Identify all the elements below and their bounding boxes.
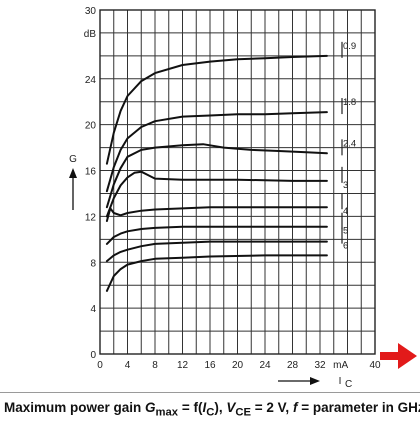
- caption-eq2: = 2 V,: [251, 400, 293, 415]
- y-tick-label: 0: [90, 350, 96, 361]
- x-tick-label: 24: [259, 360, 271, 371]
- series-line-1.8: [105, 111, 328, 193]
- y-tick-label: 20: [85, 121, 97, 132]
- y-tick-label: 24: [85, 75, 97, 86]
- caption-mid: ),: [214, 400, 227, 415]
- x-tick-label: 8: [152, 360, 158, 371]
- series-label: 1.8: [343, 97, 356, 108]
- y-unit-label: dB: [84, 29, 97, 40]
- series-lines: 0.9 1.8 2.4 3 4 5 6: [105, 41, 356, 292]
- caption-g-sub: max: [155, 406, 179, 419]
- caption-eq1: = f(: [178, 400, 203, 415]
- grid: [99, 9, 376, 355]
- x-unit-label: mA: [333, 360, 348, 371]
- y-axis-label: G: [69, 154, 77, 165]
- series-line-6: [105, 240, 328, 263]
- x-tick-label: 12: [177, 360, 189, 371]
- red-arrow-icon: [380, 343, 417, 369]
- series-label: 0.9: [343, 41, 356, 52]
- y-axis-arrowhead: [69, 168, 77, 178]
- series-line-0.9: [105, 54, 328, 165]
- x-axis-label-sub: C: [345, 379, 352, 390]
- series-label: 6: [343, 241, 348, 252]
- caption-suffix: = parameter in GHz: [297, 400, 420, 415]
- x-tick-label: 4: [125, 360, 131, 371]
- caption-prefix: Maximum power gain: [4, 400, 146, 415]
- series-label: 3: [343, 180, 348, 191]
- y-tick-label: 30: [85, 6, 97, 17]
- series-line-3: [105, 170, 328, 218]
- x-axis-label: I: [339, 376, 342, 387]
- caption-divider: [0, 392, 420, 393]
- series-label: 5: [343, 226, 348, 237]
- plot-frame: [99, 9, 376, 355]
- x-tick-label: 16: [204, 360, 216, 371]
- caption-f: f: [292, 400, 298, 415]
- series-label: 2.4: [343, 138, 356, 149]
- caption-i: I: [202, 400, 207, 415]
- caption-v-sub: CE: [235, 406, 252, 419]
- y-tick-label: 4: [90, 304, 96, 315]
- x-tick-label: 20: [232, 360, 244, 371]
- x-tick-label: 32: [314, 360, 326, 371]
- series-line-5: [105, 225, 328, 245]
- x-tick-label: 40: [369, 360, 381, 371]
- y-tick-label: 8: [90, 258, 96, 269]
- series-line-4: [105, 206, 328, 222]
- x-axis-arrowhead: [310, 377, 320, 385]
- gain-chart: 0.9 1.8 2.4 3 4 5 6 0 4 8 12 16 20 24 28 32 mA 40 0 4 8 12 16…: [69, 6, 417, 390]
- caption-v: V: [226, 400, 236, 415]
- series-label: 4: [343, 206, 348, 217]
- y-tick-label: 12: [85, 212, 97, 223]
- series-line-unlabeled: [105, 254, 328, 292]
- caption-g: G: [145, 400, 156, 415]
- x-tick-label: 28: [287, 360, 299, 371]
- axis-labels: 0 4 8 12 16 20 24 28 32 mA 40 0 4 8 12 16 20 24 30 dB G I C: [69, 6, 417, 390]
- y-tick-label: 16: [85, 167, 97, 178]
- chart-caption: Maximum power gain Gmax = f(IC), VCE = 2…: [4, 400, 420, 419]
- x-tick-label: 0: [97, 360, 103, 371]
- caption-i-sub: C: [206, 406, 215, 419]
- series-line-2.4: [105, 143, 328, 209]
